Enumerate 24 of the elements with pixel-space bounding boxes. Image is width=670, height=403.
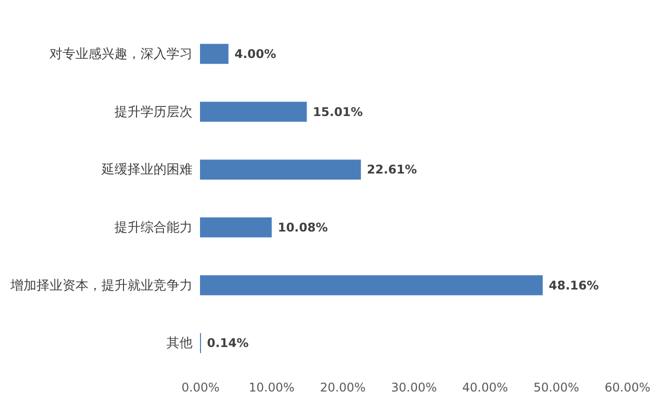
x-tick-label: 10.00% [248,380,295,394]
data-label: 48.16% [548,278,599,292]
bar [200,102,307,122]
x-tick-label: 30.00% [391,380,437,394]
x-tick-label: 0.00% [181,380,220,394]
bar [200,217,272,238]
data-label: 15.01% [312,104,363,119]
x-tick-label: 50.00% [533,380,580,394]
bar [200,44,228,64]
bar [200,275,543,296]
y-tick-label: 延缓择业的困难 [100,162,192,178]
data-label: 4.00% [234,46,276,61]
x-tick-label: 60.00% [604,380,650,394]
y-tick-label: 提升综合能力 [114,220,192,236]
data-label: 10.08% [278,220,328,234]
bar [200,160,361,180]
data-label: 22.61% [366,162,417,177]
y-tick-label: 对专业感兴趣，深入学习 [50,46,192,62]
y-tick-label: 增加择业资本，提升就业竞争力 [10,278,192,294]
x-tick-label: 40.00% [462,380,508,394]
x-tick-label: 20.00% [320,380,366,394]
data-label: 0.14% [206,336,249,350]
y-tick-label: 提升学历层次 [114,104,192,120]
y-tick-label: 其他 [166,336,192,352]
